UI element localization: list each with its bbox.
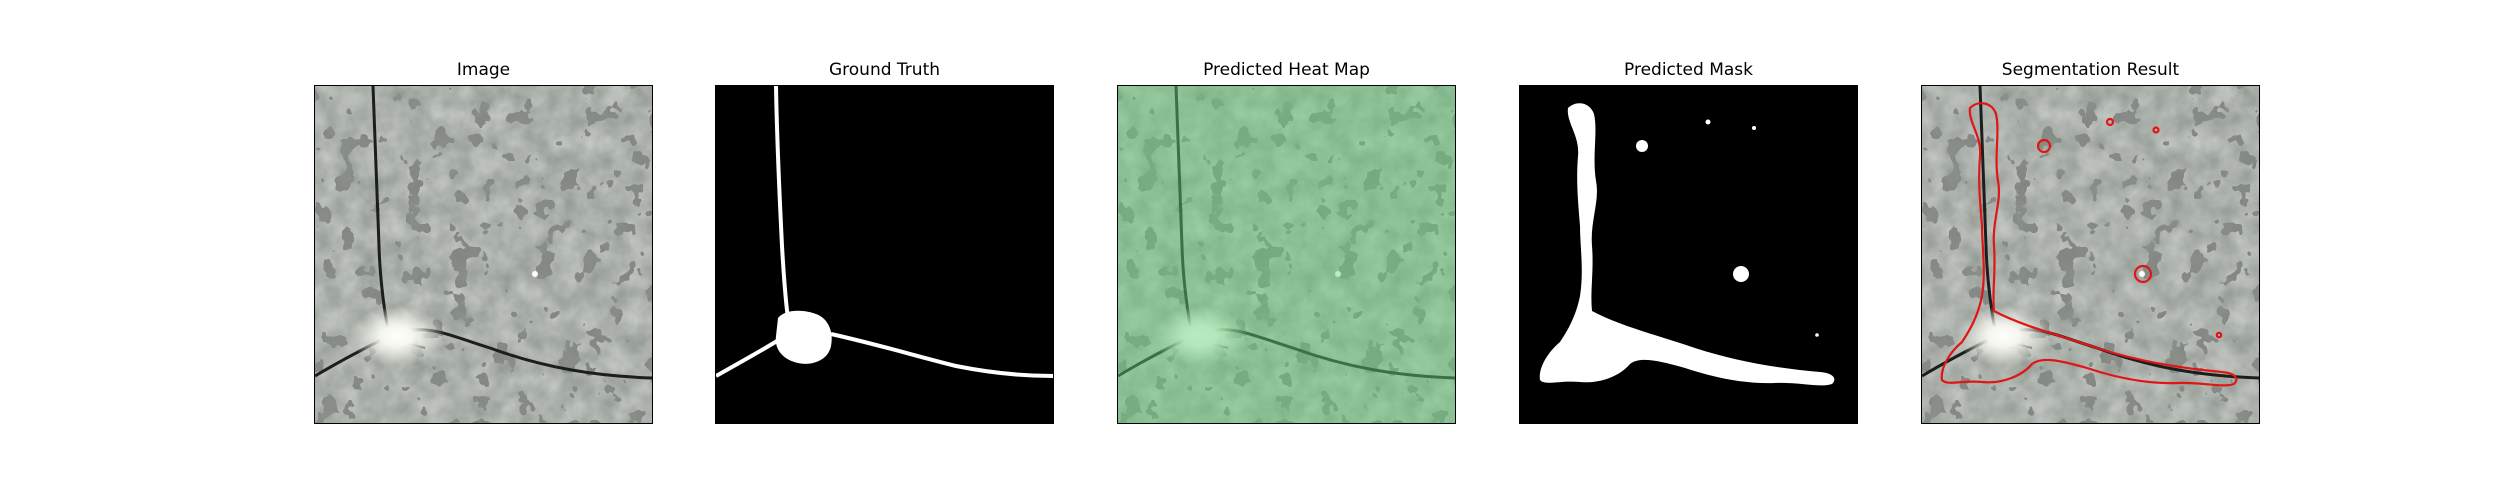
- panel-heatmap: Predicted Heat Map: [1117, 0, 1456, 500]
- panel-title: Predicted Heat Map: [1203, 60, 1370, 80]
- panel-title: Predicted Mask: [1624, 60, 1753, 80]
- input-photo: [315, 86, 652, 423]
- ground-truth-frame: [715, 85, 1054, 424]
- panel-segmentation: Segmentation Result: [1921, 0, 2260, 500]
- predicted-mask: [1520, 86, 1857, 423]
- ground-truth-mask: [716, 86, 1053, 423]
- segmentation-frame: [1921, 85, 2260, 424]
- panel-ground-truth: Ground Truth: [715, 0, 1054, 500]
- image-frame: [314, 85, 653, 424]
- segmentation-result: [1922, 86, 2259, 423]
- panel-mask: Predicted Mask: [1519, 0, 1858, 500]
- heatmap-frame: [1117, 85, 1456, 424]
- mask-frame: [1519, 85, 1858, 424]
- heatmap-overlay: [1118, 86, 1455, 423]
- panel-title: Ground Truth: [828, 60, 941, 80]
- panel-title: Image: [456, 60, 511, 80]
- panel-title: Segmentation Result: [2001, 60, 2180, 80]
- panel-image: Image: [314, 0, 653, 500]
